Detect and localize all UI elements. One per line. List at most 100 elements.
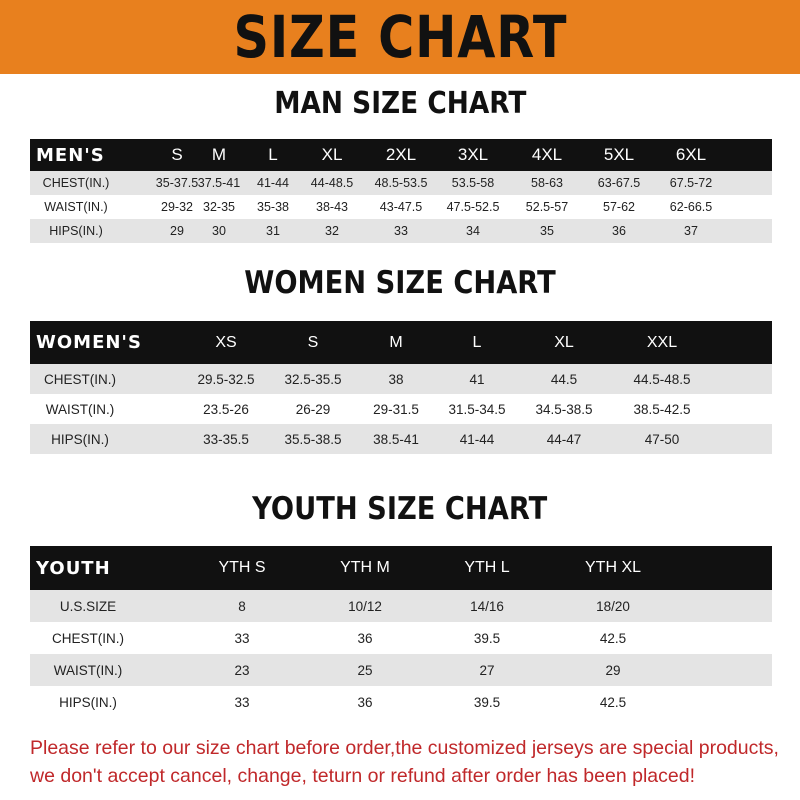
measurement-label: WAIST(IN.) [45, 401, 115, 417]
table-cell: 32-35 [203, 200, 235, 214]
disclaimer-line-2: we don't accept cancel, change, teturn o… [30, 765, 695, 787]
size-header: YTH S [218, 559, 266, 576]
table-cell: 29.5-32.5 [197, 371, 255, 387]
size-header: XS [215, 333, 237, 351]
disclaimer-note: Please refer to our size chart before or… [30, 734, 790, 790]
table-cell: 34.5-38.5 [535, 401, 593, 417]
size-header: XL [321, 145, 343, 164]
table-cell: 35.5-38.5 [284, 431, 342, 447]
men-table-row: WAIST(IN.) 29-32 32-35 35-38 38-43 43-47.5 47.… [30, 195, 772, 219]
measurement-label: WAIST(IN.) [44, 200, 108, 214]
table-cell: 38.5-41 [373, 431, 419, 447]
table-cell: 10/12 [348, 598, 382, 614]
table-cell: 36 [612, 224, 626, 238]
table-cell: 38.5-42.5 [633, 401, 691, 417]
table-cell: 29 [605, 662, 621, 678]
table-cell: 14/16 [470, 598, 504, 614]
measurement-label: WAIST(IN.) [53, 662, 123, 678]
youth-table-row: CHEST(IN.) 33 36 39.5 42.5 [30, 622, 772, 654]
banner-title: SIZE CHART [233, 3, 567, 71]
table-cell: 23.5-26 [203, 401, 249, 417]
table-cell: 36 [357, 694, 373, 710]
table-label: MEN'S [36, 144, 105, 166]
size-header: YTH XL [584, 559, 642, 576]
size-chart-banner: SIZE CHART [0, 0, 800, 74]
table-cell: 29-31.5 [373, 401, 419, 417]
youth-table-row: WAIST(IN.) 23 25 27 29 [30, 654, 772, 686]
table-cell: 42.5 [599, 630, 627, 646]
table-cell: 38 [388, 371, 404, 387]
table-cell: 31 [266, 224, 280, 238]
table-cell: 47.5-52.5 [446, 200, 500, 214]
size-header: 5XL [603, 145, 635, 164]
table-cell: 44-47 [546, 431, 582, 447]
size-header: L [268, 145, 278, 164]
table-cell: 18/20 [596, 598, 630, 614]
table-cell: 8 [238, 598, 246, 614]
size-header: L [472, 333, 482, 351]
table-cell: 26-29 [295, 401, 331, 417]
measurement-label: CHEST(IN.) [52, 630, 124, 646]
table-cell: 33 [234, 630, 250, 646]
table-cell: 39.5 [473, 630, 501, 646]
table-label: YOUTH [36, 557, 111, 579]
table-cell: 53.5-58 [451, 176, 495, 190]
table-cell: 25 [357, 662, 373, 678]
table-cell: 63-67.5 [597, 176, 641, 190]
table-cell: 41-44 [459, 431, 495, 447]
table-cell: 35 [540, 224, 554, 238]
table-cell: 33 [394, 224, 408, 238]
measurement-label: HIPS(IN.) [49, 224, 103, 238]
table-cell: 58-63 [531, 176, 563, 190]
table-cell: 31.5-34.5 [448, 401, 506, 417]
size-header: S [307, 333, 319, 351]
men-table-row: CHEST(IN.) 35-37.5 37.5-41 41-44 44-48.5 48.5… [30, 171, 772, 195]
table-cell: 23 [234, 662, 250, 678]
table-cell: 30 [212, 224, 226, 238]
table-cell: 52.5-57 [525, 200, 569, 214]
table-cell: 42.5 [599, 694, 627, 710]
table-cell: 67.5-72 [669, 176, 713, 190]
table-cell: 29-32 [161, 200, 193, 214]
size-header: XL [554, 333, 574, 351]
table-cell: 62-66.5 [669, 200, 713, 214]
table-cell: 37 [684, 224, 698, 238]
size-header: 2XL [385, 145, 417, 164]
measurement-label: CHEST(IN.) [44, 371, 116, 387]
table-cell: 35-38 [257, 200, 289, 214]
table-cell: 38-43 [316, 200, 348, 214]
table-cell: 43-47.5 [379, 200, 423, 214]
table-cell: 32.5-35.5 [284, 371, 342, 387]
table-cell: 44.5-48.5 [633, 371, 691, 387]
size-header: M [389, 333, 403, 351]
table-cell: 39.5 [473, 694, 501, 710]
measurement-label: U.S.SIZE [59, 598, 117, 614]
women-title: WOMEN SIZE CHART [244, 265, 556, 301]
table-label: WOMEN'S [36, 332, 142, 353]
disclaimer-line-1: Please refer to our size chart before or… [30, 737, 779, 759]
size-header: 6XL [675, 145, 707, 164]
table-cell: 47-50 [644, 431, 680, 447]
youth-table-row: HIPS(IN.) 33 36 39.5 42.5 [30, 686, 772, 718]
youth-table-row: U.S.SIZE 8 10/12 14/16 18/20 [30, 590, 772, 622]
table-cell: 32 [325, 224, 339, 238]
women-table-row: CHEST(IN.) 29.5-32.5 32.5-35.5 38 41 44.5 44.5… [30, 364, 772, 394]
women-table-row: HIPS(IN.) 33-35.5 35.5-38.5 38.5-41 41-44 44-… [30, 424, 772, 454]
size-header: 4XL [531, 145, 563, 164]
table-cell: 33-35.5 [203, 431, 249, 447]
table-cell: 41 [469, 371, 485, 387]
size-header: 3XL [457, 145, 489, 164]
table-cell: 34 [466, 224, 480, 238]
size-header: S [171, 145, 183, 164]
youth-header-row: YOUTH YTH S YTH M YTH L YTH XL [30, 546, 772, 590]
measurement-label: CHEST(IN.) [42, 176, 110, 190]
size-header: M [211, 145, 227, 164]
women-header-row: WOMEN'S XS S M L XL XXL [30, 321, 772, 364]
table-cell: 41-44 [257, 176, 289, 190]
table-cell: 44-48.5 [310, 176, 354, 190]
table-cell: 35-37.5 [155, 176, 199, 190]
youth-title: YOUTH SIZE CHART [252, 491, 548, 527]
table-cell: 48.5-53.5 [374, 176, 428, 190]
table-cell: 44.5 [550, 371, 578, 387]
table-cell: 27 [479, 662, 495, 678]
